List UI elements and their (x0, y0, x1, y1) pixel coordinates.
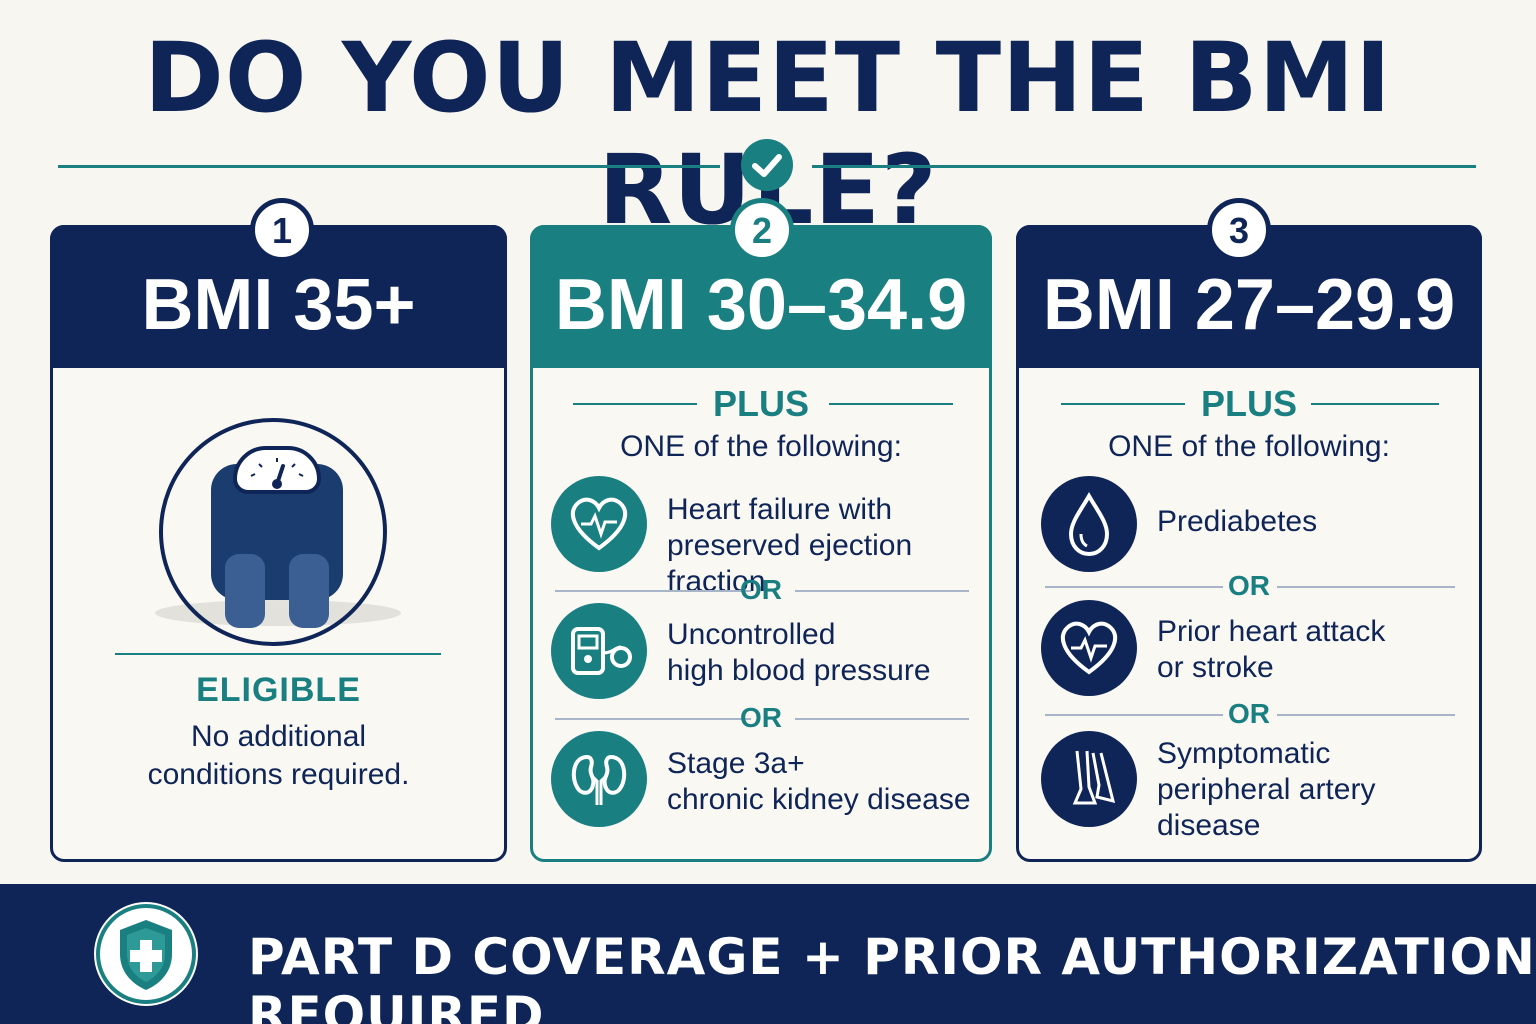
card-bmi-35: BMI 35+ 1 ELIGIBLE No additional conditi… (50, 198, 507, 862)
or-label: OR (1228, 570, 1270, 601)
or-rule-right (1277, 586, 1455, 588)
step-number: 2 (730, 198, 794, 262)
title-rule-left (58, 165, 720, 168)
shield-plus-icon (94, 902, 198, 1006)
plus-rule-right (1311, 403, 1439, 405)
plus-rule-left (1061, 403, 1185, 405)
or-label: OR (1228, 698, 1270, 729)
card-heading: BMI 35+ (50, 225, 507, 368)
condition-text: Prior heart attack or stroke (1157, 615, 1386, 684)
or-rule-right (795, 718, 969, 720)
plus-rule-left (573, 403, 697, 405)
eligible-note: No additional conditions required. (147, 720, 410, 791)
or-label: OR (740, 574, 782, 605)
or-rule-right (795, 590, 969, 592)
banner-text: PART D COVERAGE + PRIOR AUTHORIZATION RE… (248, 928, 1536, 1024)
condition-text: Prediabetes (1157, 505, 1318, 538)
or-rule-left (1045, 714, 1223, 716)
divider (115, 653, 441, 655)
or-label: OR (740, 702, 782, 733)
card-bmi-30: BMI 30–34.9 2 PLUS ONE of the following:… (530, 198, 992, 862)
plus-label: PLUS (1200, 383, 1297, 424)
title-rule-right (812, 165, 1476, 168)
eligible-label: ELIGIBLE (196, 671, 361, 709)
condition-text: Heart failure with preserved ejection fr… (667, 493, 913, 598)
or-rule-left (555, 718, 751, 720)
bathroom-scale-icon (159, 418, 387, 646)
plus-rule-right (829, 403, 953, 405)
step-number: 3 (1207, 198, 1271, 262)
one-of-label: ONE of the following: (1108, 430, 1390, 463)
or-rule-left (555, 590, 751, 592)
or-rule-right (1277, 714, 1455, 716)
step-number: 1 (250, 198, 314, 262)
one-of-label: ONE of the following: (620, 430, 902, 463)
blood-drop-icon (1041, 476, 1137, 572)
plus-label: PLUS (712, 383, 809, 424)
heart-pulse-icon (1041, 600, 1137, 696)
heart-pulse-icon (551, 476, 647, 572)
checkmark-icon (741, 139, 793, 191)
or-rule-left (1045, 586, 1223, 588)
blood-pressure-monitor-icon (551, 603, 647, 699)
coverage-banner: PART D COVERAGE + PRIOR AUTHORIZATION RE… (0, 884, 1536, 1024)
kidney-icon (551, 731, 647, 827)
legs-icon (1041, 731, 1137, 827)
condition-text: Uncontrolled high blood pressure (667, 618, 931, 687)
card-bmi-27: BMI 27–29.9 3 PLUS ONE of the following:… (1016, 198, 1482, 862)
condition-text: Symptomatic peripheral artery disease (1157, 737, 1376, 842)
condition-text: Stage 3a+ chronic kidney disease (667, 747, 971, 816)
